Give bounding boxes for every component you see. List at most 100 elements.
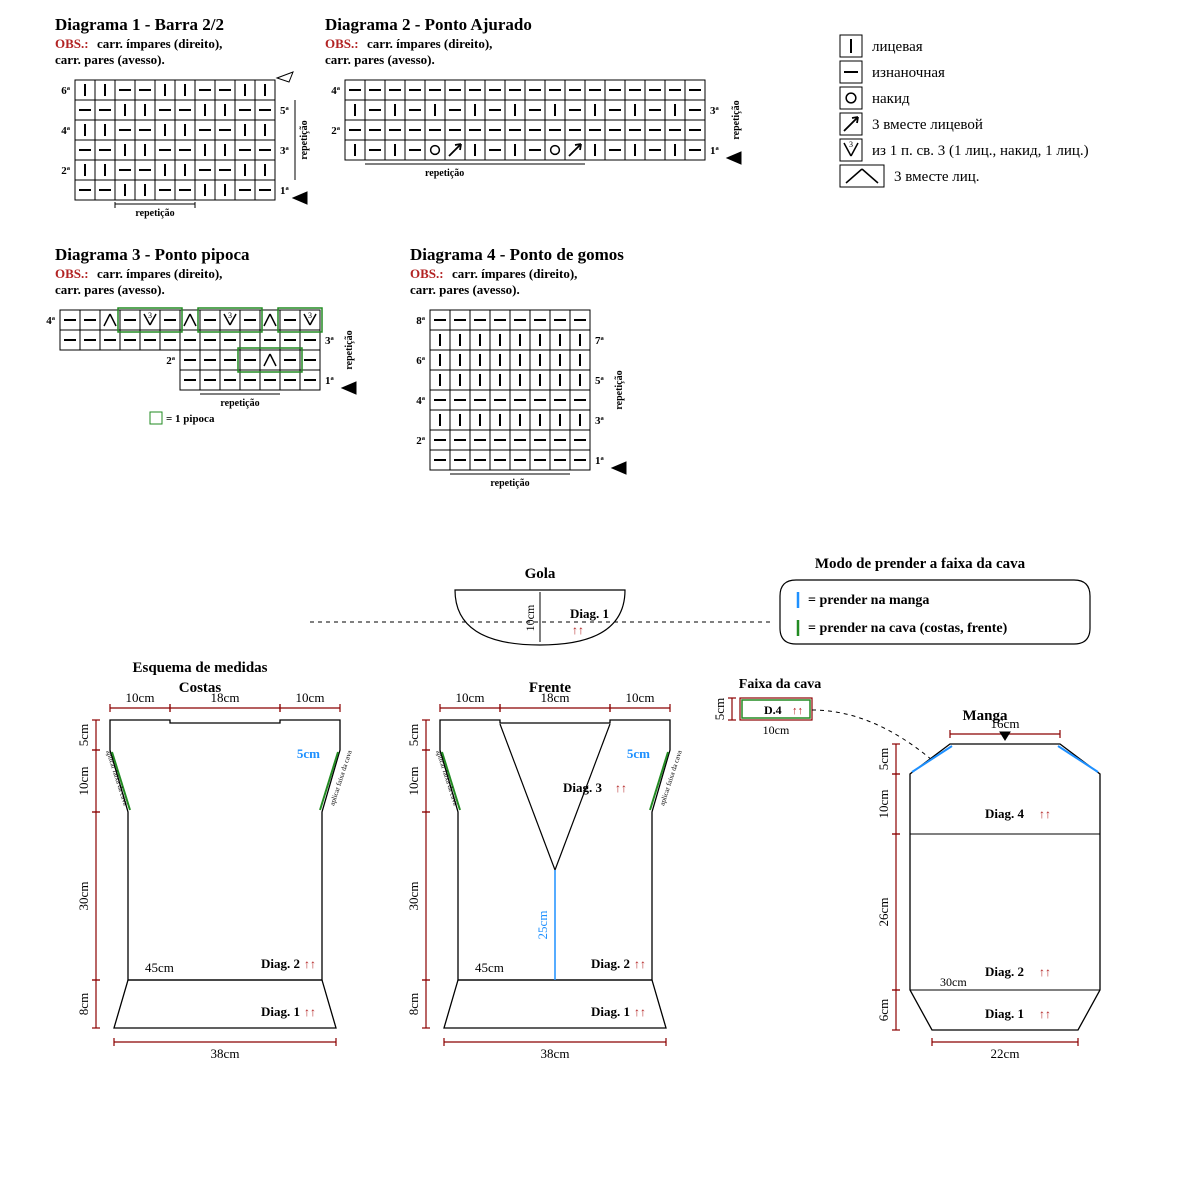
svg-text:4ª: 4ª bbox=[61, 125, 71, 137]
svg-text:5cm: 5cm bbox=[297, 746, 320, 761]
svg-text:10cm: 10cm bbox=[626, 690, 655, 705]
svg-text:5cm: 5cm bbox=[76, 724, 91, 746]
svg-text:aplicar faixa da cava: aplicar faixa da cava bbox=[434, 749, 460, 807]
svg-text:Diag. 2: Diag. 2 bbox=[985, 964, 1024, 979]
svg-text:6ª: 6ª bbox=[61, 85, 71, 97]
svg-text:6ª: 6ª bbox=[416, 355, 426, 367]
svg-text:aplicar faixa da cava: aplicar faixa da cava bbox=[104, 749, 130, 807]
svg-text:3 вместе лиц.: 3 вместе лиц. bbox=[894, 169, 980, 185]
svg-text:OBS.:: OBS.: bbox=[410, 266, 444, 281]
svg-text:Diag. 4: Diag. 4 bbox=[985, 806, 1025, 821]
svg-text:repetição: repetição bbox=[490, 478, 529, 489]
svg-text:Diagrama 2 - Ponto Ajurado: Diagrama 2 - Ponto Ajurado bbox=[325, 15, 532, 34]
svg-text:↑↑: ↑↑ bbox=[304, 1005, 316, 1019]
svg-text:3: 3 bbox=[849, 140, 853, 149]
svg-text:3 вместе лицевой: 3 вместе лицевой bbox=[872, 117, 983, 133]
svg-text:10cm: 10cm bbox=[126, 690, 155, 705]
svg-text:↑↑: ↑↑ bbox=[1039, 965, 1051, 979]
svg-text:repetição: repetição bbox=[220, 398, 259, 409]
svg-text:carr. pares (avesso).: carr. pares (avesso). bbox=[325, 52, 435, 67]
svg-text:carr. pares (avesso).: carr. pares (avesso). bbox=[410, 282, 520, 297]
svg-text:OBS.:: OBS.: bbox=[55, 36, 89, 51]
svg-text:30cm: 30cm bbox=[76, 882, 91, 911]
svg-text:18cm: 18cm bbox=[211, 690, 240, 705]
svg-text:carr. pares (avesso).: carr. pares (avesso). bbox=[55, 52, 165, 67]
svg-text:3ª: 3ª bbox=[710, 105, 720, 117]
knitting-pattern-diagram: Diagrama 1 - Barra 2/2 OBS.: carr. ímpares… bbox=[0, 0, 1200, 1200]
svg-text:10cm: 10cm bbox=[763, 723, 790, 737]
svg-text:repetição: repetição bbox=[614, 370, 625, 409]
svg-text:6cm: 6cm bbox=[876, 999, 891, 1021]
svg-text:= 1 pipoca: = 1 pipoca bbox=[166, 413, 215, 425]
svg-text:D.4: D.4 bbox=[764, 703, 782, 717]
svg-text:5ª: 5ª bbox=[595, 375, 605, 387]
svg-text:изнаночная: изнаночная bbox=[872, 65, 945, 81]
svg-text:4ª: 4ª bbox=[416, 395, 426, 407]
svg-text:repetição: repetição bbox=[344, 330, 355, 369]
svg-text:10cm: 10cm bbox=[456, 690, 485, 705]
svg-text:16cm: 16cm bbox=[991, 716, 1020, 731]
svg-text:8cm: 8cm bbox=[76, 993, 91, 1015]
svg-text:10cm: 10cm bbox=[76, 767, 91, 796]
svg-text:Diag. 1: Diag. 1 bbox=[261, 1004, 300, 1019]
svg-text:Diagrama 1 - Barra 2/2: Diagrama 1 - Barra 2/2 bbox=[55, 15, 224, 34]
svg-text:Diag. 1: Diag. 1 bbox=[570, 606, 609, 621]
svg-text:26cm: 26cm bbox=[876, 898, 891, 927]
svg-text:= prender na manga: = prender na manga bbox=[808, 593, 929, 608]
svg-text:накид: накид bbox=[872, 91, 910, 107]
svg-text:↑↑: ↑↑ bbox=[634, 957, 646, 971]
svg-text:Faixa da cava: Faixa da cava bbox=[739, 677, 821, 692]
svg-text:↑↑: ↑↑ bbox=[792, 705, 803, 717]
svg-text:18cm: 18cm bbox=[541, 690, 570, 705]
svg-text:↑↑: ↑↑ bbox=[615, 781, 627, 795]
svg-text:38cm: 38cm bbox=[211, 1046, 240, 1061]
svg-text:↑↑: ↑↑ bbox=[634, 1005, 646, 1019]
svg-text:↑↑: ↑↑ bbox=[572, 623, 584, 637]
svg-text:3: 3 bbox=[308, 311, 312, 320]
svg-text:Diagrama 4 - Ponto de gomos: Diagrama 4 - Ponto de gomos bbox=[410, 245, 624, 264]
svg-text:8ª: 8ª bbox=[416, 315, 426, 327]
svg-text:45cm: 45cm bbox=[475, 960, 504, 975]
svg-text:carr. ímpares (direito),: carr. ímpares (direito), bbox=[97, 266, 222, 281]
svg-text:38cm: 38cm bbox=[541, 1046, 570, 1061]
svg-text:25cm: 25cm bbox=[535, 911, 550, 940]
svg-text:repetição: repetição bbox=[731, 100, 742, 139]
svg-text:↑↑: ↑↑ bbox=[1039, 1007, 1051, 1021]
svg-text:Diag. 1: Diag. 1 bbox=[985, 1006, 1024, 1021]
svg-text:7ª: 7ª bbox=[595, 335, 605, 347]
svg-text:1ª: 1ª bbox=[325, 375, 335, 387]
svg-text:10cm: 10cm bbox=[876, 790, 891, 819]
svg-text:4ª: 4ª bbox=[331, 85, 341, 97]
svg-text:2ª: 2ª bbox=[331, 125, 341, 137]
svg-text:22cm: 22cm bbox=[991, 1046, 1020, 1061]
svg-text:5cm: 5cm bbox=[876, 748, 891, 770]
svg-text:repetição: repetição bbox=[425, 168, 464, 179]
svg-text:1ª: 1ª bbox=[280, 185, 290, 197]
svg-text:3ª: 3ª bbox=[280, 145, 290, 157]
svg-text:Gola: Gola bbox=[525, 566, 556, 582]
svg-text:4ª: 4ª bbox=[46, 315, 56, 327]
svg-text:↑↑: ↑↑ bbox=[304, 957, 316, 971]
svg-text:30cm: 30cm bbox=[406, 882, 421, 911]
svg-text:carr. pares (avesso).: carr. pares (avesso). bbox=[55, 282, 165, 297]
svg-text:30cm: 30cm bbox=[940, 975, 967, 989]
svg-text:carr. ímpares (direito),: carr. ímpares (direito), bbox=[367, 36, 492, 51]
svg-text:5ª: 5ª bbox=[280, 105, 290, 117]
svg-text:5cm: 5cm bbox=[712, 698, 727, 720]
svg-text:carr. ímpares (direito),: carr. ímpares (direito), bbox=[97, 36, 222, 51]
svg-text:3ª: 3ª bbox=[325, 335, 335, 347]
svg-text:repetição: repetição bbox=[135, 208, 174, 219]
svg-text:10cm: 10cm bbox=[523, 604, 537, 631]
svg-text:↑↑: ↑↑ bbox=[1039, 807, 1051, 821]
svg-text:из 1 п. св. 3 (1 лиц., накид,: из 1 п. св. 3 (1 лиц., накид, 1 лиц.) bbox=[872, 143, 1089, 159]
svg-text:Diag. 3: Diag. 3 bbox=[563, 780, 603, 795]
svg-text:1ª: 1ª bbox=[710, 145, 720, 157]
svg-text:лицевая: лицевая bbox=[872, 39, 923, 55]
svg-text:5cm: 5cm bbox=[627, 746, 650, 761]
svg-text:Diag. 2: Diag. 2 bbox=[261, 956, 300, 971]
svg-text:OBS.:: OBS.: bbox=[55, 266, 89, 281]
svg-text:2ª: 2ª bbox=[416, 435, 426, 447]
svg-text:2ª: 2ª bbox=[61, 165, 71, 177]
svg-text:OBS.:: OBS.: bbox=[325, 36, 359, 51]
svg-text:3ª: 3ª bbox=[595, 415, 605, 427]
